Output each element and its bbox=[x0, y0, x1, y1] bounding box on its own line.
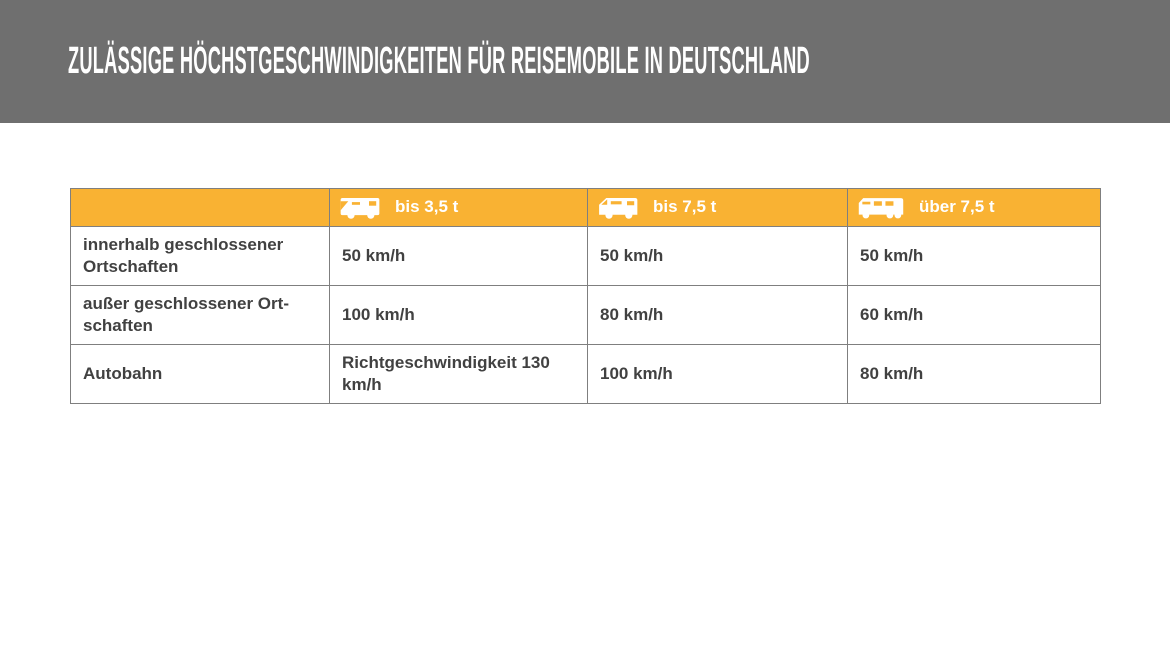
table-row: Autobahn Richtgeschwindigkeit 130 km/h 1… bbox=[70, 344, 1101, 404]
column-header-label: bis 3,5 t bbox=[395, 197, 459, 217]
cell-innerorts-bis35t: 50 km/h bbox=[329, 226, 588, 286]
row-label-innerorts: innerhalb geschlossener Ortschaften bbox=[70, 226, 330, 286]
column-header-label: bis 7,5 t bbox=[653, 197, 717, 217]
cell-autobahn-bis75t: 100 km/h bbox=[587, 344, 848, 404]
column-header-bis-3-5t: bis 3,5 t bbox=[329, 188, 588, 227]
cell-autobahn-bis35t: Richtgeschwindigkeit 130 km/h bbox=[329, 344, 588, 404]
cell-innerorts-bis75t: 50 km/h bbox=[587, 226, 848, 286]
table-row: außer geschlossener Ort­schaften 100 km/… bbox=[70, 285, 1101, 345]
speed-limit-table: bis 3,5 t bis 7,5 t bbox=[70, 188, 1101, 404]
column-header-ueber-7-5t: über 7,5 t bbox=[847, 188, 1101, 227]
liner-motorhome-icon bbox=[857, 194, 905, 221]
title-bar: Zulässige Höchstgeschwindigkeiten für Re… bbox=[0, 0, 1170, 123]
row-label-ausserorts: außer geschlossener Ort­schaften bbox=[70, 285, 330, 345]
cell-autobahn-ueber75t: 80 km/h bbox=[847, 344, 1101, 404]
semi-integrated-camper-icon bbox=[597, 194, 639, 221]
row-label-autobahn: Autobahn bbox=[70, 344, 330, 404]
cell-ausserorts-bis75t: 80 km/h bbox=[587, 285, 848, 345]
cell-ausserorts-bis35t: 100 km/h bbox=[329, 285, 588, 345]
page-title: Zulässige Höchstgeschwindigkeiten für Re… bbox=[68, 40, 810, 82]
table-header-row: bis 3,5 t bis 7,5 t bbox=[70, 188, 1101, 227]
cell-ausserorts-ueber75t: 60 km/h bbox=[847, 285, 1101, 345]
alcove-camper-icon bbox=[339, 194, 381, 221]
column-header-bis-7-5t: bis 7,5 t bbox=[587, 188, 848, 227]
table-corner-cell bbox=[70, 188, 330, 227]
cell-innerorts-ueber75t: 50 km/h bbox=[847, 226, 1101, 286]
column-header-label: über 7,5 t bbox=[919, 197, 995, 217]
table-row: innerhalb geschlossener Ortschaften 50 k… bbox=[70, 226, 1101, 286]
